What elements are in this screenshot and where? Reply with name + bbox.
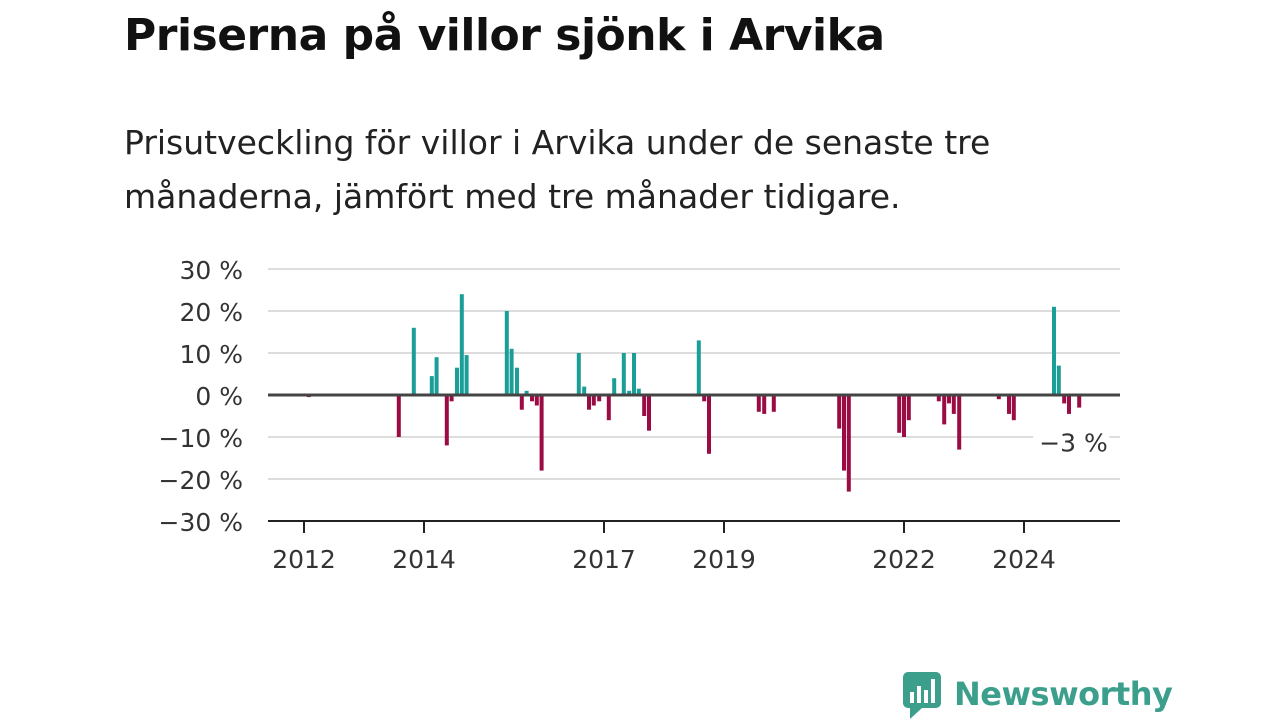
x-tick-label: 2019: [692, 545, 756, 574]
axis-layer: [268, 393, 1120, 533]
bar: [587, 395, 591, 410]
bar: [582, 386, 587, 395]
bar: [530, 395, 534, 402]
bar: [702, 395, 707, 402]
annotation-background: [1033, 427, 1110, 460]
bar: [534, 395, 539, 406]
bar: [459, 294, 464, 395]
bar: [771, 395, 776, 412]
grid-layer: [268, 268, 1120, 480]
y-axis-labels: 30 % 20 % 10 % 0 % −10 % −20 % −30 %: [159, 256, 243, 537]
bar: [636, 388, 641, 395]
bar: [846, 395, 851, 492]
bar: [627, 390, 632, 395]
bar: [411, 327, 416, 395]
bar: [902, 395, 906, 437]
brand-name: Newsworthy: [954, 675, 1173, 713]
bar: [647, 395, 651, 431]
bar: [539, 395, 544, 471]
x-tick-label: 2012: [272, 545, 336, 574]
latest-value-annotation: −3 %: [1039, 429, 1108, 458]
y-tick-label: −30 %: [159, 508, 243, 537]
y-tick-label: −10 %: [159, 424, 243, 453]
y-tick-label: 10 %: [179, 340, 243, 369]
bar: [942, 395, 947, 425]
bar: [1056, 365, 1061, 395]
bar: [957, 395, 962, 450]
bar: [1007, 395, 1011, 414]
bar: [707, 395, 711, 454]
bar: [606, 395, 611, 421]
bars-layer: [306, 294, 1082, 492]
bar: [621, 353, 626, 395]
x-axis-labels: 2012 2014 2017 2019 2022 2024: [272, 545, 1056, 574]
bar-chart: 30 %20 %10 %0 %−10 %−20 %−30 % 2012 2014 2…: [159, 256, 1120, 574]
bar: [1077, 395, 1082, 408]
bar: [897, 395, 902, 433]
y-tick-label: 20 %: [179, 298, 243, 327]
bar: [591, 395, 596, 406]
bar: [515, 367, 519, 395]
bar: [429, 376, 434, 395]
bar: [696, 340, 701, 395]
bar: [947, 395, 951, 404]
newsworthy-logo-icon: [903, 672, 941, 719]
bar: [444, 395, 449, 446]
x-tick-label: 2022: [872, 545, 936, 574]
bar: [842, 395, 846, 471]
bar: [996, 395, 1001, 400]
y-tick-label: 30 %: [179, 256, 243, 285]
bar: [762, 395, 767, 414]
bar: [434, 357, 439, 395]
bar: [632, 353, 636, 395]
bar: [449, 395, 454, 402]
x-tick-label: 2017: [572, 545, 636, 574]
bar: [906, 395, 911, 421]
y-tick-label: −20 %: [159, 466, 243, 495]
bar: [455, 367, 459, 395]
bar: [1011, 395, 1016, 421]
chart-subtitle: Prisutveckling för villor i Arvika under…: [124, 123, 991, 216]
annotation-layer: −3 %: [1033, 427, 1110, 460]
bar: [396, 395, 401, 437]
x-tick-label: 2014: [392, 545, 456, 574]
brand-logo: Newsworthy: [902, 668, 1173, 720]
bar: [642, 395, 647, 416]
bar: [509, 348, 514, 395]
bar: [951, 395, 956, 414]
bar: [1052, 306, 1056, 395]
bar: [1062, 395, 1067, 404]
bar: [519, 395, 524, 410]
bar: [524, 390, 529, 395]
chart-title: Priserna på villor sjönk i Arvika: [124, 10, 885, 61]
bar: [612, 378, 617, 395]
bar: [936, 395, 941, 402]
y-tick-label: 0 %: [195, 382, 243, 411]
bar: [1067, 395, 1071, 414]
bar: [504, 311, 509, 395]
x-tick-label: 2024: [992, 545, 1056, 574]
bar: [576, 353, 581, 395]
bar: [597, 395, 602, 402]
bar: [464, 355, 469, 395]
bar: [837, 395, 842, 429]
bar: [756, 395, 761, 412]
